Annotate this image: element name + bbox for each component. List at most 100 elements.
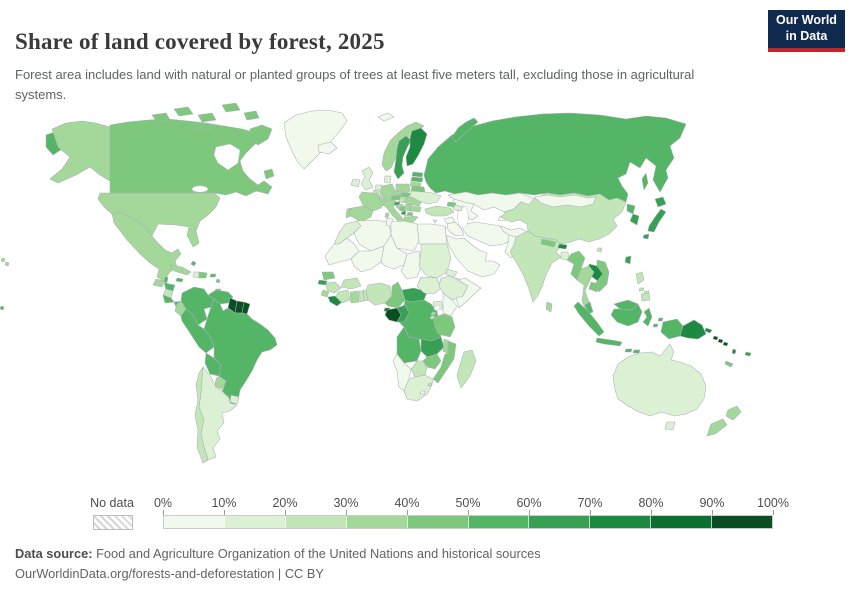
country-canada-arctic-4[interactable] [221, 102, 241, 113]
country-usa-hawaii[interactable] [0, 257, 10, 267]
country-italy-sardinia[interactable] [384, 212, 390, 219]
country-turkey[interactable] [424, 205, 455, 217]
country-czechia[interactable] [392, 190, 403, 196]
country-portugal[interactable] [345, 207, 353, 219]
country-montenegro[interactable] [400, 210, 407, 216]
country-eritrea[interactable] [445, 268, 458, 278]
country-congo[interactable] [396, 304, 410, 323]
country-egypt[interactable] [416, 223, 448, 245]
country-puerto-rico[interactable] [209, 273, 217, 278]
country-south-africa[interactable] [403, 374, 434, 402]
country-guinea-bissau[interactable] [317, 279, 328, 286]
country-mongolia[interactable] [533, 194, 597, 208]
country-rwanda[interactable] [430, 311, 437, 316]
country-mozambique[interactable] [432, 340, 457, 384]
country-philippines-luzon[interactable] [635, 271, 645, 285]
country-svalbard[interactable] [377, 112, 395, 122]
country-nepal[interactable] [540, 238, 557, 248]
country-greenland[interactable] [283, 109, 348, 170]
country-canada-arctic-5[interactable] [243, 110, 260, 121]
country-india[interactable] [509, 230, 563, 303]
country-liberia[interactable] [327, 295, 343, 307]
country-indonesia-sumatra[interactable] [573, 301, 605, 337]
country-mexico[interactable] [111, 211, 182, 282]
country-bhutan[interactable] [557, 243, 568, 250]
country-cyprus[interactable] [432, 219, 438, 224]
country-ukraine[interactable] [409, 190, 442, 205]
country-slovakia[interactable] [400, 192, 411, 198]
country-ghana[interactable] [349, 290, 360, 304]
country-guatemala[interactable] [152, 278, 165, 288]
legend-bin-cell[interactable] [345, 516, 407, 528]
country-syria[interactable] [443, 216, 456, 225]
country-iceland[interactable] [317, 141, 338, 155]
country-dominican-republic[interactable] [198, 271, 208, 279]
country-chad[interactable] [400, 250, 422, 280]
country-tanzania[interactable] [433, 313, 456, 338]
country-iran[interactable] [462, 221, 515, 247]
country-indonesia-java[interactable] [595, 337, 623, 347]
country-australia-tasmania[interactable] [664, 421, 676, 431]
country-peru[interactable] [180, 308, 215, 354]
country-japan-honshu[interactable] [647, 208, 667, 233]
country-russia-novaya-zemlya[interactable] [451, 117, 479, 143]
legend-no-data-swatch[interactable] [93, 515, 133, 530]
country-finland[interactable] [405, 127, 428, 167]
legend-bin-cell[interactable] [406, 516, 468, 528]
country-bulgaria[interactable] [409, 205, 422, 213]
country-north-macedonia[interactable] [406, 211, 414, 217]
owid-link[interactable]: OurWorldinData.org/forests-and-deforesta… [15, 566, 324, 582]
country-zambia[interactable] [420, 336, 445, 358]
country-guinea[interactable] [325, 281, 342, 294]
country-burkina-faso[interactable] [340, 277, 362, 290]
owid-logo[interactable]: Our World in Data [768, 10, 845, 52]
country-bahamas[interactable] [190, 260, 197, 267]
country-papua-new-guinea[interactable] [679, 319, 707, 340]
legend-bin-cell[interactable] [711, 516, 773, 528]
country-china-hainan[interactable] [596, 247, 603, 253]
country-paraguay[interactable] [214, 375, 227, 390]
country-belize[interactable] [163, 276, 169, 284]
country-kenya[interactable] [442, 292, 458, 317]
country-indonesia-west-papua[interactable] [660, 318, 684, 340]
country-samoa[interactable] [0, 305, 5, 311]
country-new-caledonia[interactable] [724, 360, 734, 368]
country-new-zealand-north[interactable] [725, 405, 742, 421]
country-ivory-coast[interactable] [335, 289, 351, 304]
country-south-korea[interactable] [629, 213, 640, 226]
country-lesotho[interactable] [419, 390, 426, 395]
country-canada-baffin[interactable] [249, 124, 273, 146]
country-madagascar[interactable] [456, 349, 477, 389]
country-png-new-britain[interactable] [704, 327, 713, 334]
country-taiwan[interactable] [624, 255, 632, 265]
country-switzerland[interactable] [378, 197, 387, 203]
country-cambodia[interactable] [588, 281, 600, 293]
country-north-korea[interactable] [626, 203, 636, 215]
country-indonesia-kalimantan[interactable] [610, 303, 643, 327]
country-eswatini[interactable] [427, 382, 433, 387]
country-vanuatu[interactable] [731, 348, 737, 355]
country-australia[interactable] [612, 343, 707, 417]
country-chile[interactable] [194, 366, 209, 464]
country-fiji[interactable] [744, 351, 752, 357]
legend-bin-cell[interactable] [164, 516, 224, 528]
country-canada-newfoundland[interactable] [263, 168, 275, 180]
country-jamaica[interactable] [175, 277, 184, 283]
country-guadeloupe[interactable] [215, 278, 221, 284]
country-ireland[interactable] [350, 178, 361, 188]
country-uruguay[interactable] [229, 394, 240, 405]
country-ecuador[interactable] [174, 300, 187, 317]
country-united-kingdom[interactable] [360, 166, 374, 191]
country-canada-arctic-6[interactable] [195, 122, 212, 132]
country-indonesia-lesser-sunda[interactable] [624, 348, 641, 354]
country-solomon-islands[interactable] [712, 335, 729, 347]
country-usa-alaska[interactable] [49, 120, 111, 184]
country-philippines-mindanao[interactable] [640, 292, 651, 302]
country-indonesia-sulawesi[interactable] [642, 307, 653, 327]
country-new-zealand-south[interactable] [706, 418, 728, 437]
country-senegal[interactable] [321, 271, 336, 281]
country-denmark[interactable] [383, 175, 392, 184]
legend-bin-cell[interactable] [223, 516, 285, 528]
country-japan-hokkaido[interactable] [654, 196, 667, 208]
country-netherlands[interactable] [374, 184, 383, 191]
